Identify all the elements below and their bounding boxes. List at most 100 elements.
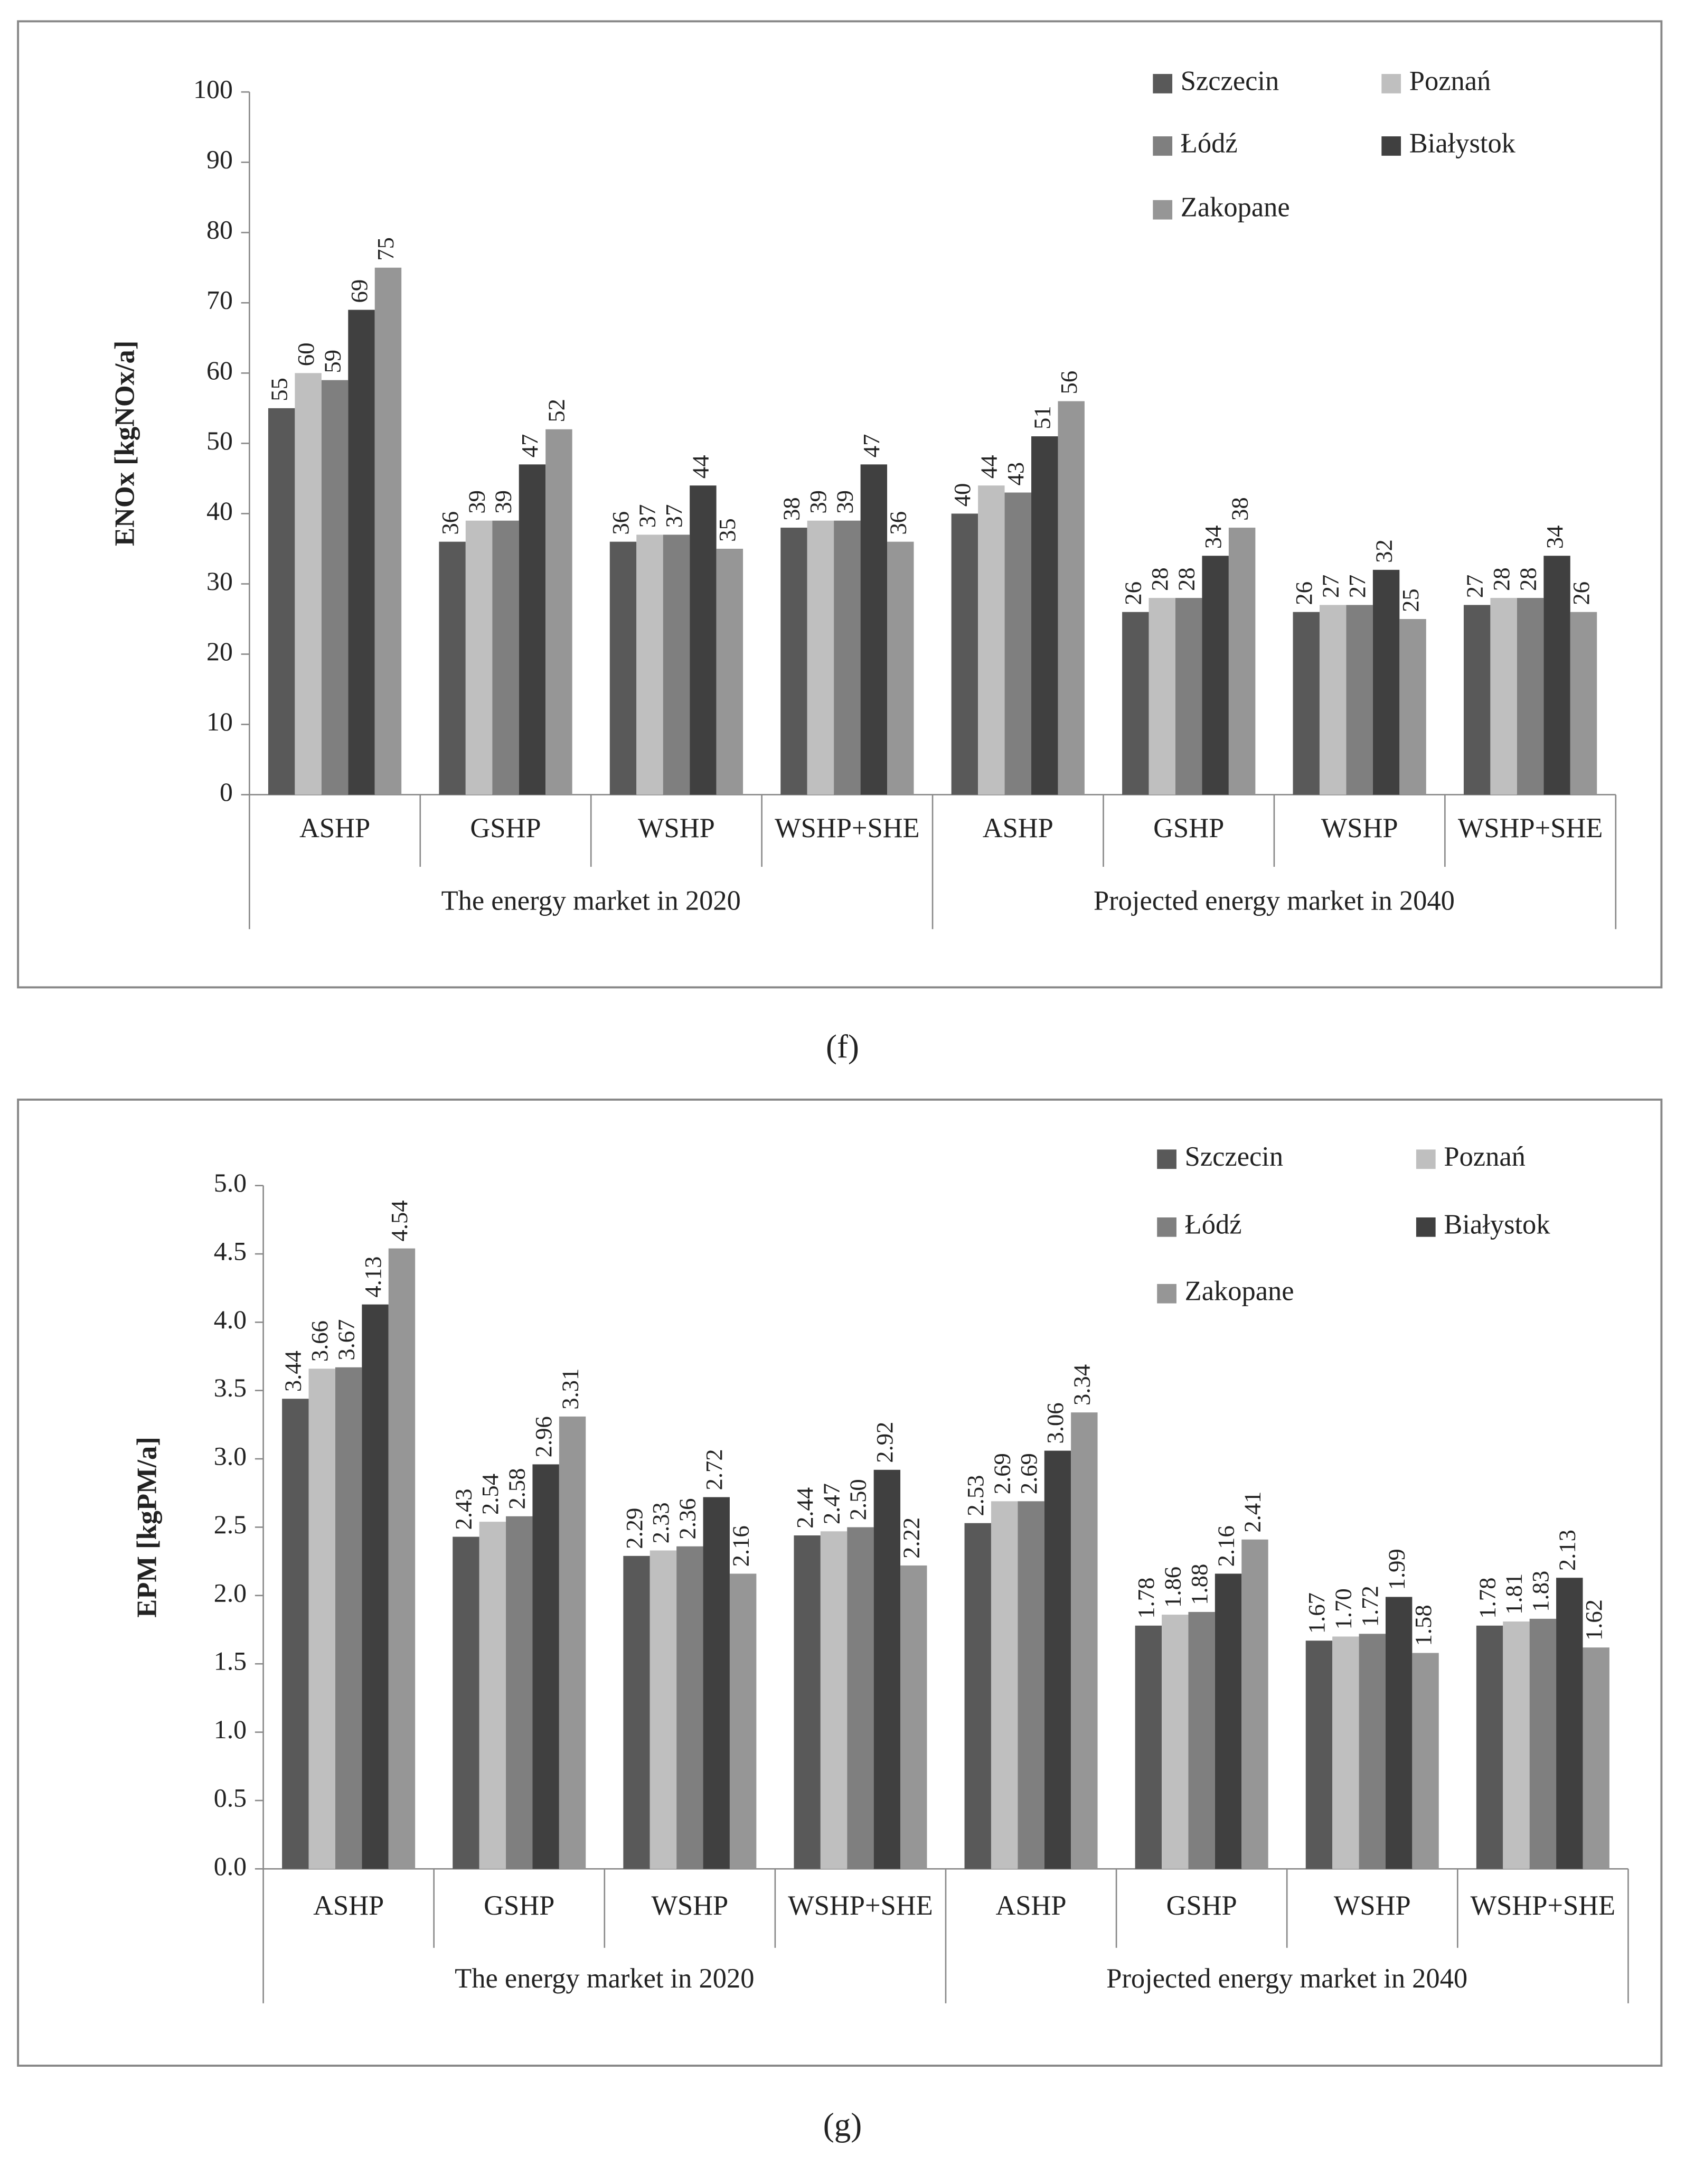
bar xyxy=(532,1464,559,1869)
y-tick-label: 4.5 xyxy=(214,1236,247,1266)
data-label: 2.72 xyxy=(701,1449,727,1490)
bar xyxy=(1529,1618,1557,1869)
data-label: 1.88 xyxy=(1186,1564,1212,1605)
x-tick-label: ASHP xyxy=(995,1890,1066,1921)
bar xyxy=(453,1536,479,1869)
data-label: 36 xyxy=(607,511,634,535)
x-tick-label: WSHP+SHE xyxy=(775,813,920,843)
legend-swatch xyxy=(1153,74,1173,93)
bar xyxy=(636,535,663,795)
data-label: 38 xyxy=(1226,497,1253,521)
bar xyxy=(780,528,807,795)
bar xyxy=(1332,1636,1359,1869)
bar xyxy=(282,1399,309,1869)
data-label: 25 xyxy=(1397,588,1424,612)
x-tick-label: ASHP xyxy=(313,1890,384,1921)
legend-swatch xyxy=(1416,1217,1436,1237)
bar xyxy=(1346,605,1373,795)
bar xyxy=(690,485,717,795)
data-label: 2.16 xyxy=(727,1525,754,1567)
bar xyxy=(545,429,572,795)
bar xyxy=(1175,598,1202,795)
bar xyxy=(1359,1634,1386,1869)
data-label: 2.41 xyxy=(1239,1492,1266,1533)
data-label: 39 xyxy=(463,490,490,514)
chart-frame xyxy=(17,1098,1663,2067)
bar xyxy=(1463,605,1491,795)
data-label: 47 xyxy=(858,434,884,458)
bar xyxy=(847,1527,874,1869)
bar xyxy=(1412,1653,1439,1869)
legend-label: Białystok xyxy=(1444,1209,1550,1240)
data-label: 36 xyxy=(885,511,911,535)
x-tick-label: WSHP+SHE xyxy=(1471,1890,1616,1921)
y-tick-label: 90 xyxy=(206,145,233,174)
data-label: 3.06 xyxy=(1042,1402,1068,1443)
x-tick-label: GSHP xyxy=(1166,1890,1237,1921)
data-label: 2.16 xyxy=(1212,1525,1239,1567)
data-label: 2.69 xyxy=(989,1453,1015,1494)
data-label: 27 xyxy=(1317,575,1343,598)
data-label: 2.53 xyxy=(962,1475,989,1516)
data-label: 2.22 xyxy=(898,1517,924,1559)
legend-swatch xyxy=(1381,136,1401,156)
data-label: 36 xyxy=(437,511,463,535)
data-label: 2.29 xyxy=(621,1508,647,1549)
data-label: 1.58 xyxy=(1410,1605,1436,1646)
data-label: 39 xyxy=(490,490,516,514)
bar xyxy=(479,1522,506,1869)
y-tick-label: 3.0 xyxy=(214,1442,247,1471)
data-label: 43 xyxy=(1002,462,1029,486)
bar xyxy=(1293,612,1320,795)
x-tick-label: WSHP xyxy=(1334,1890,1411,1921)
bar xyxy=(1517,598,1544,795)
y-tick-label: 2.5 xyxy=(214,1510,247,1539)
data-label: 2.44 xyxy=(792,1487,818,1529)
data-label: 2.33 xyxy=(647,1502,674,1543)
data-label: 37 xyxy=(661,504,687,528)
y-tick-label: 0.0 xyxy=(214,1852,247,1881)
data-label: 3.44 xyxy=(280,1351,306,1392)
bar xyxy=(1004,492,1032,795)
bar xyxy=(1202,556,1229,795)
legend-label: Łódź xyxy=(1185,1209,1242,1240)
group-label: Projected energy market in 2040 xyxy=(1094,886,1455,916)
x-tick-label: WSHP xyxy=(651,1890,728,1921)
data-label: 2.43 xyxy=(450,1488,477,1530)
chart-frame xyxy=(17,20,1663,989)
bar xyxy=(1385,1597,1413,1869)
data-label: 1.72 xyxy=(1357,1586,1383,1627)
bar xyxy=(465,520,493,795)
data-label: 26 xyxy=(1120,582,1146,605)
y-tick-label: 50 xyxy=(206,426,233,455)
y-tick-label: 40 xyxy=(206,496,233,526)
bar xyxy=(703,1497,730,1869)
data-label: 1.70 xyxy=(1330,1588,1357,1629)
bar xyxy=(295,373,322,795)
y-tick-label: 5.0 xyxy=(214,1168,247,1197)
group-label: The energy market in 2020 xyxy=(455,1963,754,1994)
legend-swatch xyxy=(1153,200,1173,220)
data-label: 2.69 xyxy=(1015,1453,1042,1494)
legend-label: Szczecin xyxy=(1185,1141,1283,1172)
bar xyxy=(374,267,402,795)
y-tick-label: 1.0 xyxy=(214,1715,247,1744)
legend-label: Poznań xyxy=(1409,65,1491,96)
bar xyxy=(649,1550,677,1869)
bar xyxy=(900,1565,927,1869)
y-tick-label: 0 xyxy=(220,777,233,807)
y-tick-label: 20 xyxy=(206,637,233,666)
bar xyxy=(978,485,1005,795)
bar xyxy=(519,464,546,795)
bar xyxy=(887,541,914,795)
data-label: 1.86 xyxy=(1159,1567,1185,1608)
data-label: 3.31 xyxy=(557,1368,583,1410)
bar xyxy=(820,1531,848,1869)
data-label: 28 xyxy=(1173,567,1199,591)
bar xyxy=(1583,1647,1609,1869)
data-label: 35 xyxy=(714,518,740,542)
bar xyxy=(492,520,519,795)
data-label: 1.62 xyxy=(1580,1599,1607,1641)
data-label: 3.34 xyxy=(1069,1364,1095,1405)
